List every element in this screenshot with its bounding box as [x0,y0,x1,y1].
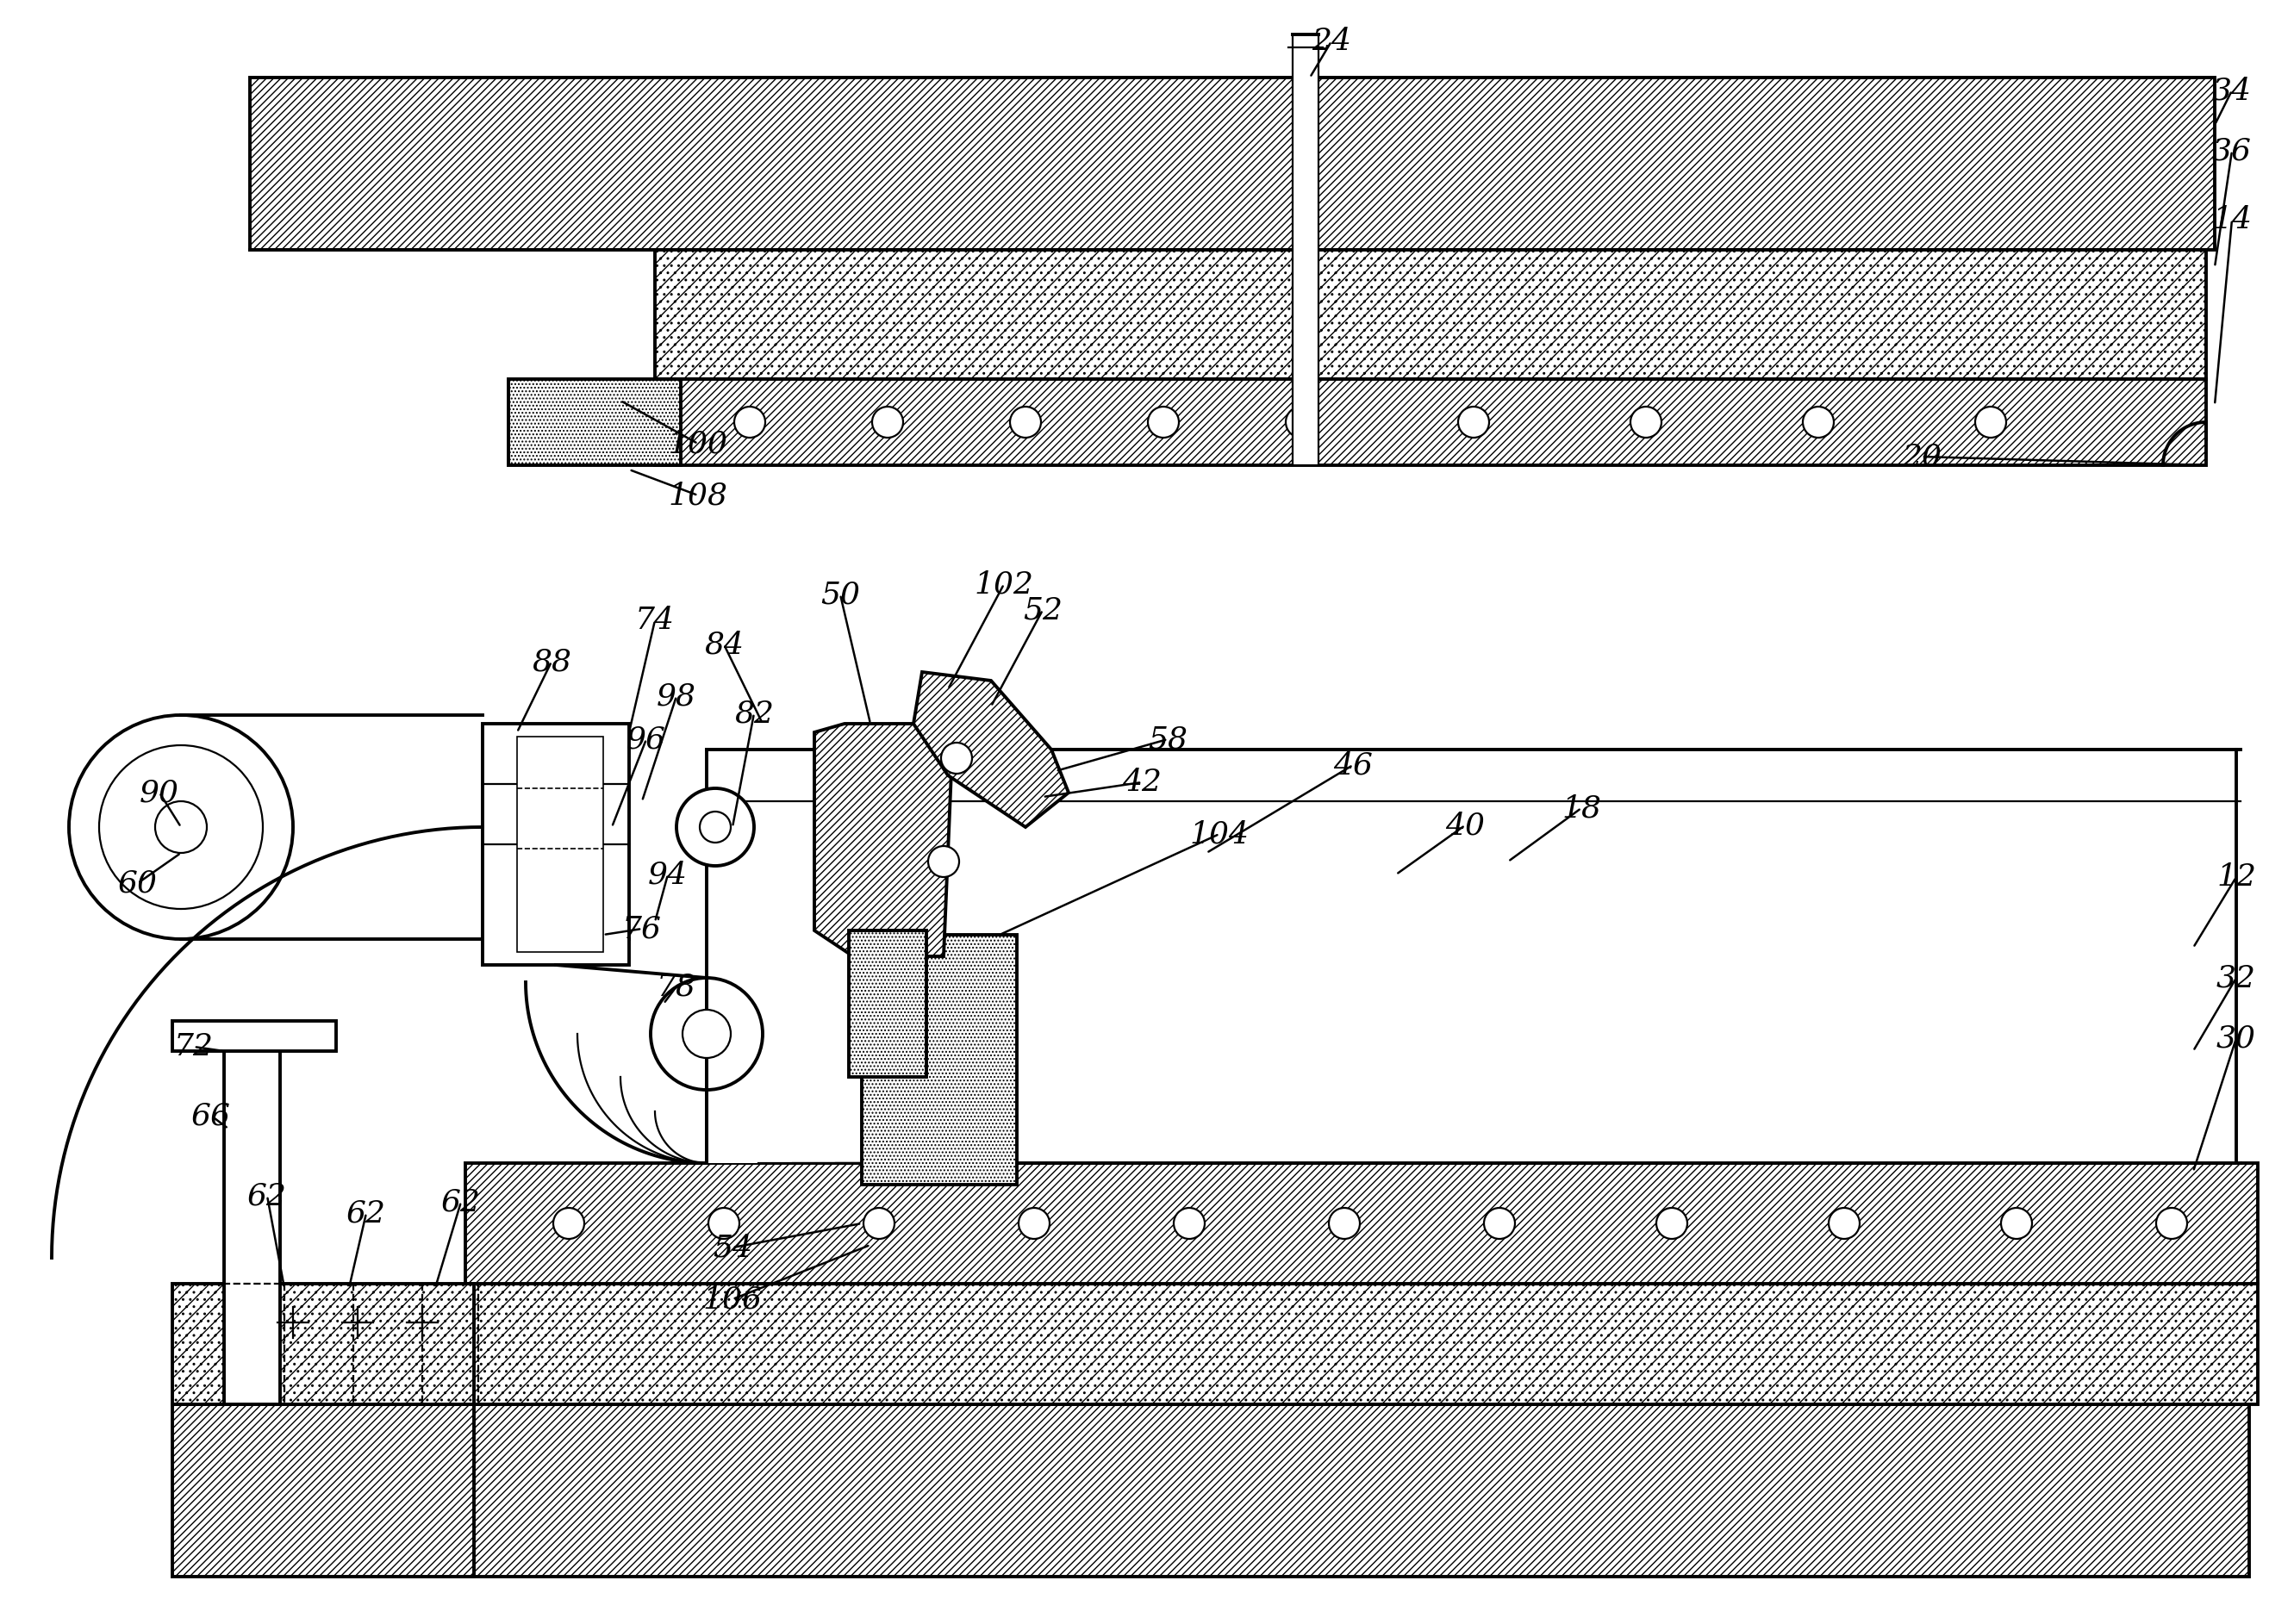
Bar [225,1034,280,1405]
Text: 24: 24 [1312,26,1351,55]
Text: 82: 82 [734,698,773,728]
Text: 90: 90 [140,778,179,807]
Circle shape [1631,406,1661,437]
Bar [1292,34,1319,464]
Circle shape [651,978,762,1090]
Text: 42: 42 [1122,768,1161,797]
Text: 72: 72 [174,1033,213,1062]
Text: 62: 62 [440,1187,482,1216]
Circle shape [941,742,973,773]
Bar [466,1283,2257,1405]
Text: 98: 98 [656,682,697,711]
Circle shape [1019,1208,1051,1239]
Text: 58: 58 [1147,724,1188,754]
Polygon shape [913,672,1069,827]
Text: 36: 36 [2211,136,2253,166]
Bar [466,1163,2257,1283]
Text: 62: 62 [346,1199,385,1228]
Text: 84: 84 [704,630,743,659]
Text: 52: 52 [1023,596,1062,625]
Text: 34: 34 [2211,76,2253,106]
Text: 102: 102 [975,570,1035,599]
Bar [509,378,681,464]
Bar [654,250,2207,378]
Bar [172,1405,475,1577]
Text: 96: 96 [626,724,665,754]
Circle shape [709,1208,739,1239]
Polygon shape [814,724,952,957]
Bar [482,724,629,965]
Text: 94: 94 [647,859,688,888]
Circle shape [872,406,904,437]
Circle shape [99,745,264,909]
Circle shape [2000,1208,2032,1239]
Circle shape [156,801,206,853]
Text: 18: 18 [1562,794,1601,823]
Text: 106: 106 [702,1285,762,1314]
Circle shape [1459,406,1489,437]
Bar [266,1405,2248,1577]
Circle shape [1285,406,1317,437]
Text: 100: 100 [668,429,727,458]
Circle shape [929,846,959,877]
Text: 66: 66 [190,1101,232,1130]
Text: 50: 50 [821,580,860,609]
Circle shape [1656,1208,1688,1239]
Circle shape [677,788,755,866]
Text: 30: 30 [2216,1023,2255,1052]
Bar [172,1021,337,1051]
Circle shape [1484,1208,1514,1239]
Circle shape [1009,406,1041,437]
Text: 88: 88 [532,646,571,676]
Text: 78: 78 [656,971,697,1000]
Circle shape [1175,1208,1204,1239]
Text: 32: 32 [2216,963,2255,992]
Circle shape [539,797,599,857]
Text: 14: 14 [2211,205,2253,234]
Circle shape [553,1208,585,1239]
Circle shape [863,1208,895,1239]
Bar [172,1283,475,1405]
Circle shape [1828,1208,1860,1239]
Text: 46: 46 [1333,750,1372,780]
Bar [654,378,2207,464]
Circle shape [2156,1208,2186,1239]
Circle shape [1975,406,2007,437]
Text: 60: 60 [117,869,158,898]
Bar [250,78,2214,250]
Text: 104: 104 [1191,820,1250,849]
Bar [697,750,2241,1163]
Circle shape [734,406,766,437]
Text: 12: 12 [2216,862,2255,892]
Text: 40: 40 [1445,810,1484,840]
Circle shape [1328,1208,1360,1239]
Polygon shape [849,931,927,1077]
Circle shape [1147,406,1179,437]
Circle shape [700,812,732,843]
Text: 54: 54 [713,1233,752,1262]
Circle shape [1803,406,1833,437]
Text: 20: 20 [1902,442,1941,471]
Text: 108: 108 [668,481,727,510]
Text: 74: 74 [635,606,674,635]
Bar [863,935,1016,1184]
Circle shape [684,1010,732,1057]
Bar [516,737,603,952]
Circle shape [69,715,294,939]
Text: 76: 76 [622,914,663,944]
Text: 62: 62 [248,1181,287,1210]
